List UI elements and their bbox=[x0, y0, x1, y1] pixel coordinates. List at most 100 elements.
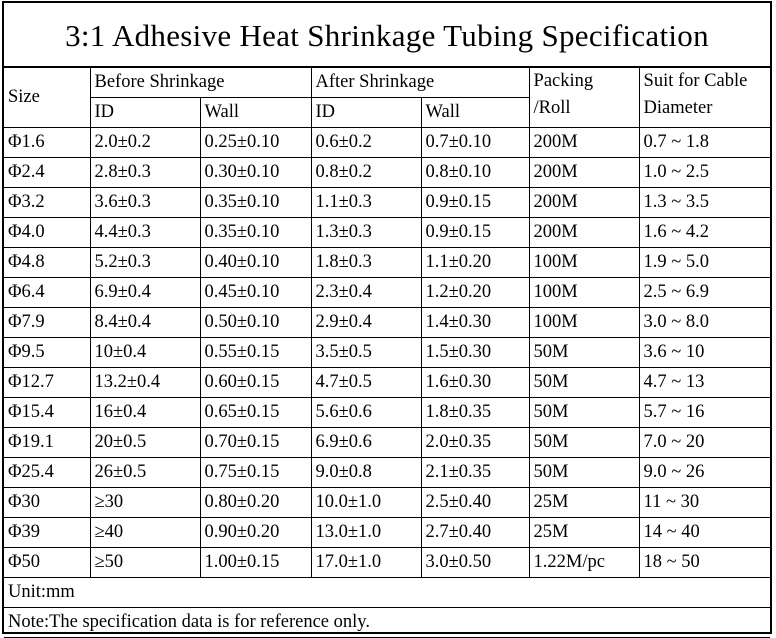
cell-before-wall: 0.45±0.10 bbox=[199, 277, 312, 308]
cell-cable: 5.7 ~ 16 bbox=[638, 397, 771, 428]
header-after-id: ID bbox=[310, 97, 422, 128]
cell-after-wall: 2.7±0.40 bbox=[420, 517, 530, 548]
cell-after-wall: 0.8±0.10 bbox=[420, 157, 530, 188]
cell-packing: 25M bbox=[528, 517, 640, 548]
cell-cable: 1.6 ~ 4.2 bbox=[638, 217, 771, 248]
cell-before-id: 3.6±0.3 bbox=[89, 187, 201, 218]
table-row: Φ4.0 4.4±0.3 0.35±0.10 1.3±0.3 0.9±0.15 200M 1… bbox=[4, 217, 771, 248]
cell-packing: 200M bbox=[528, 187, 640, 218]
cell-after-wall: 1.8±0.35 bbox=[420, 397, 530, 428]
header-packing-line1: Packing bbox=[533, 71, 594, 91]
header-before-id: ID bbox=[90, 97, 201, 128]
cell-before-wall: 0.80±0.20 bbox=[199, 487, 312, 518]
cell-size: Φ3.2 bbox=[4, 187, 91, 218]
page-title: 3:1 Adhesive Heat Shrinkage Tubing Speci… bbox=[4, 3, 770, 67]
cell-before-wall: 0.30±0.10 bbox=[199, 157, 312, 188]
table-row: Φ39 ≥40 0.90±0.20 13.0±1.0 2.7±0.40 25M 14 ~ 4… bbox=[4, 517, 771, 548]
cell-after-wall: 1.6±0.30 bbox=[420, 367, 530, 398]
cell-cable: 7.0 ~ 20 bbox=[638, 427, 771, 458]
cell-size: Φ4.0 bbox=[4, 217, 91, 248]
cell-size: Φ19.1 bbox=[4, 427, 91, 458]
cell-before-wall: 0.50±0.10 bbox=[199, 307, 312, 338]
cell-cable: 11 ~ 30 bbox=[638, 487, 771, 518]
cell-after-wall: 1.4±0.30 bbox=[420, 307, 530, 338]
cell-packing: 100M bbox=[528, 277, 640, 308]
cell-before-id: 20±0.5 bbox=[89, 427, 201, 458]
cell-size: Φ30 bbox=[4, 487, 91, 518]
table-row: Φ15.4 16±0.4 0.65±0.15 5.6±0.6 1.8±0.35 50M 5.… bbox=[4, 397, 771, 428]
cell-after-wall: 0.7±0.10 bbox=[420, 127, 530, 158]
header-packing-line2: /Roll bbox=[533, 98, 571, 118]
cell-packing: 50M bbox=[528, 397, 640, 428]
table-body: Φ1.6 2.0±0.2 0.25±0.10 0.6±0.2 0.7±0.10 200M 0… bbox=[4, 127, 771, 578]
cell-size: Φ9.5 bbox=[4, 337, 91, 368]
cell-after-id: 9.0±0.8 bbox=[310, 457, 422, 488]
table-row: Φ7.9 8.4±0.4 0.50±0.10 2.9±0.4 1.4±0.30 100M 3… bbox=[4, 307, 771, 338]
cell-after-wall: 2.5±0.40 bbox=[420, 487, 530, 518]
table-row: Φ50 ≥50 1.00±0.15 17.0±1.0 3.0±0.50 1.22M/pc 1… bbox=[4, 547, 771, 578]
cell-before-id: ≥30 bbox=[89, 487, 201, 518]
cell-before-id: 13.2±0.4 bbox=[89, 367, 201, 398]
cell-size: Φ50 bbox=[4, 547, 91, 578]
cell-packing: 50M bbox=[528, 337, 640, 368]
cell-size: Φ6.4 bbox=[4, 277, 91, 308]
cell-after-id: 10.0±1.0 bbox=[310, 487, 422, 518]
header-after-wall: Wall bbox=[420, 97, 530, 128]
cell-cable: 2.5 ~ 6.9 bbox=[638, 277, 771, 308]
cell-cable: 0.7 ~ 1.8 bbox=[638, 127, 771, 158]
cell-after-id: 2.9±0.4 bbox=[310, 307, 422, 338]
cell-before-wall: 1.00±0.15 bbox=[199, 547, 312, 578]
header-packing: Packing /Roll bbox=[528, 67, 640, 128]
cell-packing: 200M bbox=[528, 157, 640, 188]
cell-cable: 1.9 ~ 5.0 bbox=[638, 247, 771, 278]
cell-after-wall: 3.0±0.50 bbox=[420, 547, 530, 578]
cell-before-wall: 0.55±0.15 bbox=[199, 337, 312, 368]
cell-after-wall: 2.0±0.35 bbox=[420, 427, 530, 458]
cell-packing: 50M bbox=[528, 427, 640, 458]
cell-cable: 9.0 ~ 26 bbox=[638, 457, 771, 488]
cell-after-id: 4.7±0.5 bbox=[310, 367, 422, 398]
cell-packing: 200M bbox=[528, 127, 640, 158]
cell-packing: 50M bbox=[528, 367, 640, 398]
unit-row: Unit:mm bbox=[4, 577, 771, 608]
cell-after-id: 1.8±0.3 bbox=[310, 247, 422, 278]
cell-packing: 100M bbox=[528, 247, 640, 278]
cell-before-id: 10±0.4 bbox=[89, 337, 201, 368]
cell-before-wall: 0.75±0.15 bbox=[199, 457, 312, 488]
cell-cable: 3.0 ~ 8.0 bbox=[638, 307, 771, 338]
cell-before-wall: 0.70±0.15 bbox=[199, 427, 312, 458]
header-suit-line2: Diameter bbox=[643, 98, 713, 118]
cell-before-wall: 0.35±0.10 bbox=[199, 187, 312, 218]
reference-note: Note:The specification data is for refer… bbox=[4, 607, 771, 638]
cell-after-id: 3.5±0.5 bbox=[310, 337, 422, 368]
cell-after-wall: 2.1±0.35 bbox=[420, 457, 530, 488]
header-suit-cable: Suit for Cable Diameter bbox=[638, 67, 771, 128]
cell-before-id: 4.4±0.3 bbox=[89, 217, 201, 248]
cell-size: Φ7.9 bbox=[4, 307, 91, 338]
cell-size: Φ39 bbox=[4, 517, 91, 548]
table-row: Φ2.4 2.8±0.3 0.30±0.10 0.8±0.2 0.8±0.10 200M 1… bbox=[4, 157, 771, 188]
cell-after-wall: 1.1±0.20 bbox=[420, 247, 530, 278]
cell-before-wall: 0.65±0.15 bbox=[199, 397, 312, 428]
cell-after-wall: 1.5±0.30 bbox=[420, 337, 530, 368]
cell-cable: 3.6 ~ 10 bbox=[638, 337, 771, 368]
table-row: Φ9.5 10±0.4 0.55±0.15 3.5±0.5 1.5±0.30 50M 3.6… bbox=[4, 337, 771, 368]
header-row-top: Size Before Shrinkage After Shrinkage Pa… bbox=[4, 67, 771, 128]
cell-after-wall: 0.9±0.15 bbox=[420, 187, 530, 218]
cell-cable: 18 ~ 50 bbox=[638, 547, 771, 578]
header-before-wall: Wall bbox=[199, 97, 312, 128]
cell-before-id: 6.9±0.4 bbox=[89, 277, 201, 308]
header-size: Size bbox=[4, 67, 91, 128]
table-row: Φ30 ≥30 0.80±0.20 10.0±1.0 2.5±0.40 25M 11 ~ 3… bbox=[4, 487, 771, 518]
cell-cable: 1.3 ~ 3.5 bbox=[638, 187, 771, 218]
table-row: Φ25.4 26±0.5 0.75±0.15 9.0±0.8 2.1±0.35 50M 9.… bbox=[4, 457, 771, 488]
cell-packing: 100M bbox=[528, 307, 640, 338]
cell-after-id: 1.1±0.3 bbox=[310, 187, 422, 218]
cell-before-wall: 0.40±0.10 bbox=[199, 247, 312, 278]
cell-after-id: 13.0±1.0 bbox=[310, 517, 422, 548]
cell-packing: 50M bbox=[528, 457, 640, 488]
cell-size: Φ4.8 bbox=[4, 247, 91, 278]
cell-before-id: 8.4±0.4 bbox=[89, 307, 201, 338]
header-before-shrinkage: Before Shrinkage bbox=[89, 67, 312, 98]
table-row: Φ19.1 20±0.5 0.70±0.15 6.9±0.6 2.0±0.35 50M 7.… bbox=[4, 427, 771, 458]
